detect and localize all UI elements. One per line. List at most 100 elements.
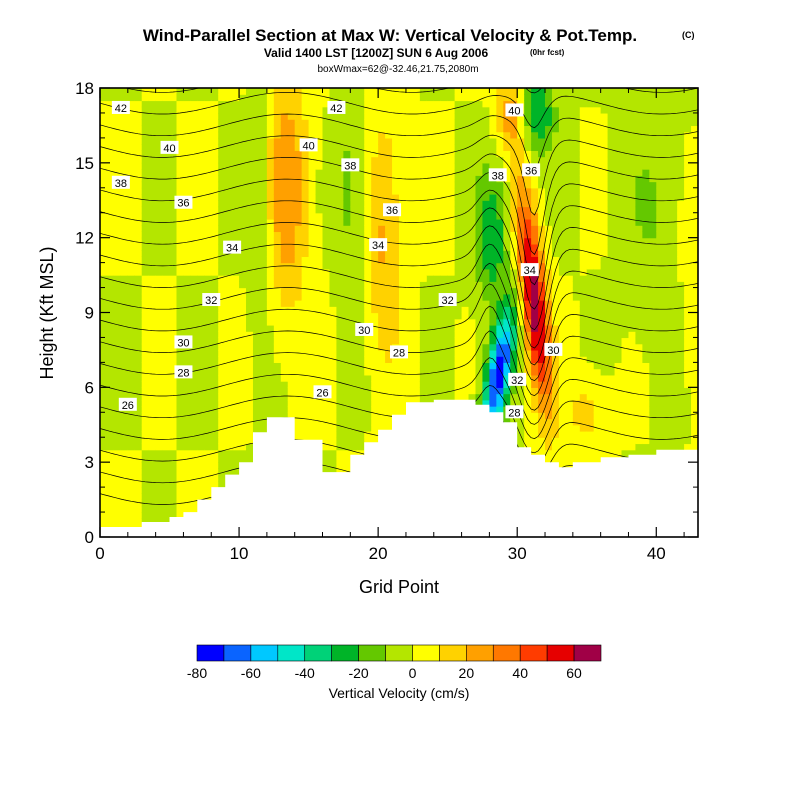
theta-contour-line xyxy=(100,134,698,216)
chart-info: boxWmax=62@-32.46,21.75,2080m xyxy=(317,64,478,75)
colorbar: -80 -60 -40 -20 0 20 40 60 xyxy=(187,644,602,681)
theta-contour-labels: 42 40 38 36 34 32 30 28 26 42 40 38 36 34 32 30 28 26 40 38… xyxy=(111,100,563,419)
contour-label-box xyxy=(313,385,332,399)
theta-contours xyxy=(100,88,698,513)
contour-label: 34 xyxy=(226,243,238,255)
contour-label: 30 xyxy=(358,325,370,337)
colorbar-tick-label: 40 xyxy=(512,665,528,681)
contour-label: 40 xyxy=(302,140,314,152)
contour-label: 28 xyxy=(393,347,405,359)
y-tick-label: 9 xyxy=(85,304,94,323)
colorbar-tick-label: 0 xyxy=(409,665,417,681)
colorbar-tick-label: -80 xyxy=(187,665,207,681)
contour-label-box xyxy=(223,240,242,254)
contour-label-box xyxy=(522,163,541,177)
contour-label: 38 xyxy=(492,170,504,182)
contour-label: 38 xyxy=(344,160,356,172)
chart-subtitle-tag: (0hr fcst) xyxy=(530,48,565,57)
chart-title-mark: (C) xyxy=(682,30,695,40)
colorbar-tick-label: 20 xyxy=(459,665,475,681)
theta-contour-line xyxy=(124,88,698,94)
plot-area: 42 40 38 36 34 32 30 28 26 42 40 38 36 34 32 30 28 26 40 38… xyxy=(99,87,699,538)
theta-contour-line xyxy=(100,283,698,396)
theta-contour-line xyxy=(100,189,698,310)
contour-label-box xyxy=(369,238,388,252)
contour-label: 32 xyxy=(205,295,217,307)
y-tick-label: 15 xyxy=(75,154,94,173)
theta-contour-line xyxy=(100,262,698,382)
contour-label-box xyxy=(438,293,457,307)
colorbar-label: Vertical Velocity (cm/s) xyxy=(329,685,470,701)
contour-label-box xyxy=(488,168,507,182)
colorbar-tick-label: -20 xyxy=(348,665,368,681)
x-tick-label: 30 xyxy=(508,544,527,563)
contour-label: 32 xyxy=(442,295,454,307)
contour-label: 30 xyxy=(547,345,559,357)
contour-label: 28 xyxy=(508,407,520,419)
colorbar-swatch xyxy=(439,644,467,662)
y-tick-label: 12 xyxy=(75,229,94,248)
colorbar-swatch xyxy=(358,644,386,662)
y-axis-label: Height (Kft MSL) xyxy=(37,246,57,379)
y-tick-label: 6 xyxy=(85,378,94,397)
contour-label-box xyxy=(508,372,527,386)
theta-contour-line xyxy=(100,243,698,366)
theta-contour-line xyxy=(100,330,698,425)
colorbar-swatch xyxy=(466,644,494,662)
contour-label: 40 xyxy=(163,143,175,155)
chart-title: Wind-Parallel Section at Max W: Vertical… xyxy=(143,26,637,45)
contour-label: 36 xyxy=(386,205,398,217)
colorbar-swatch xyxy=(492,644,521,662)
theta-contour-line xyxy=(100,207,698,331)
contour-label: 34 xyxy=(524,265,536,277)
contour-label: 34 xyxy=(372,240,384,252)
contour-label-box xyxy=(505,103,524,117)
contour-label-box xyxy=(111,175,130,189)
contour-label: 30 xyxy=(177,337,189,349)
contour-label-box xyxy=(111,100,130,114)
contour-label: 36 xyxy=(177,198,189,210)
y-tick-label: 0 xyxy=(85,528,94,547)
contour-label-box xyxy=(299,138,318,152)
y-tick-label: 3 xyxy=(85,453,94,472)
y-tick-label: 18 xyxy=(75,79,94,98)
colorbar-swatch xyxy=(385,644,413,662)
theta-contour-line xyxy=(100,113,698,170)
contour-label: 28 xyxy=(177,367,189,379)
chart-subtitle: Valid 1400 LST [1200Z] SUN 6 Aug 2006 xyxy=(264,46,489,60)
contour-label-box xyxy=(202,293,221,307)
contour-label-box xyxy=(355,322,374,336)
colorbar-swatch xyxy=(412,644,440,662)
contour-label: 42 xyxy=(330,103,342,115)
x-tick-label: 20 xyxy=(369,544,388,563)
colorbar-swatch xyxy=(573,644,602,662)
theta-contour-line xyxy=(100,153,698,255)
contour-label: 42 xyxy=(115,103,127,115)
theta-contour-line xyxy=(100,171,698,286)
contour-label-box xyxy=(341,158,360,172)
contour-label-box xyxy=(520,263,539,277)
contour-label: 36 xyxy=(525,165,537,177)
contour-label: 40 xyxy=(508,105,520,117)
contour-label-box xyxy=(160,140,179,154)
x-tick-label: 40 xyxy=(647,544,666,563)
colorbar-swatch xyxy=(223,644,252,662)
theta-contour-line xyxy=(100,91,698,129)
x-tick-label: 10 xyxy=(230,544,249,563)
contour-label-box xyxy=(174,195,193,209)
colorbar-swatch xyxy=(250,644,279,662)
colorbar-swatch xyxy=(196,644,225,662)
contour-label: 26 xyxy=(122,400,134,412)
x-tick-label: 0 xyxy=(95,544,104,563)
theta-contour-line xyxy=(100,225,698,349)
colorbar-swatch xyxy=(546,644,575,662)
colorbar-swatch xyxy=(304,644,332,662)
colorbar-tick-label: -40 xyxy=(295,665,315,681)
contour-label-box xyxy=(174,365,193,379)
contour-label-box xyxy=(544,342,563,356)
contour-label-box xyxy=(383,203,402,217)
colorbar-swatch xyxy=(277,644,306,662)
theta-contour-line xyxy=(100,357,698,439)
contour-label: 32 xyxy=(511,375,523,387)
